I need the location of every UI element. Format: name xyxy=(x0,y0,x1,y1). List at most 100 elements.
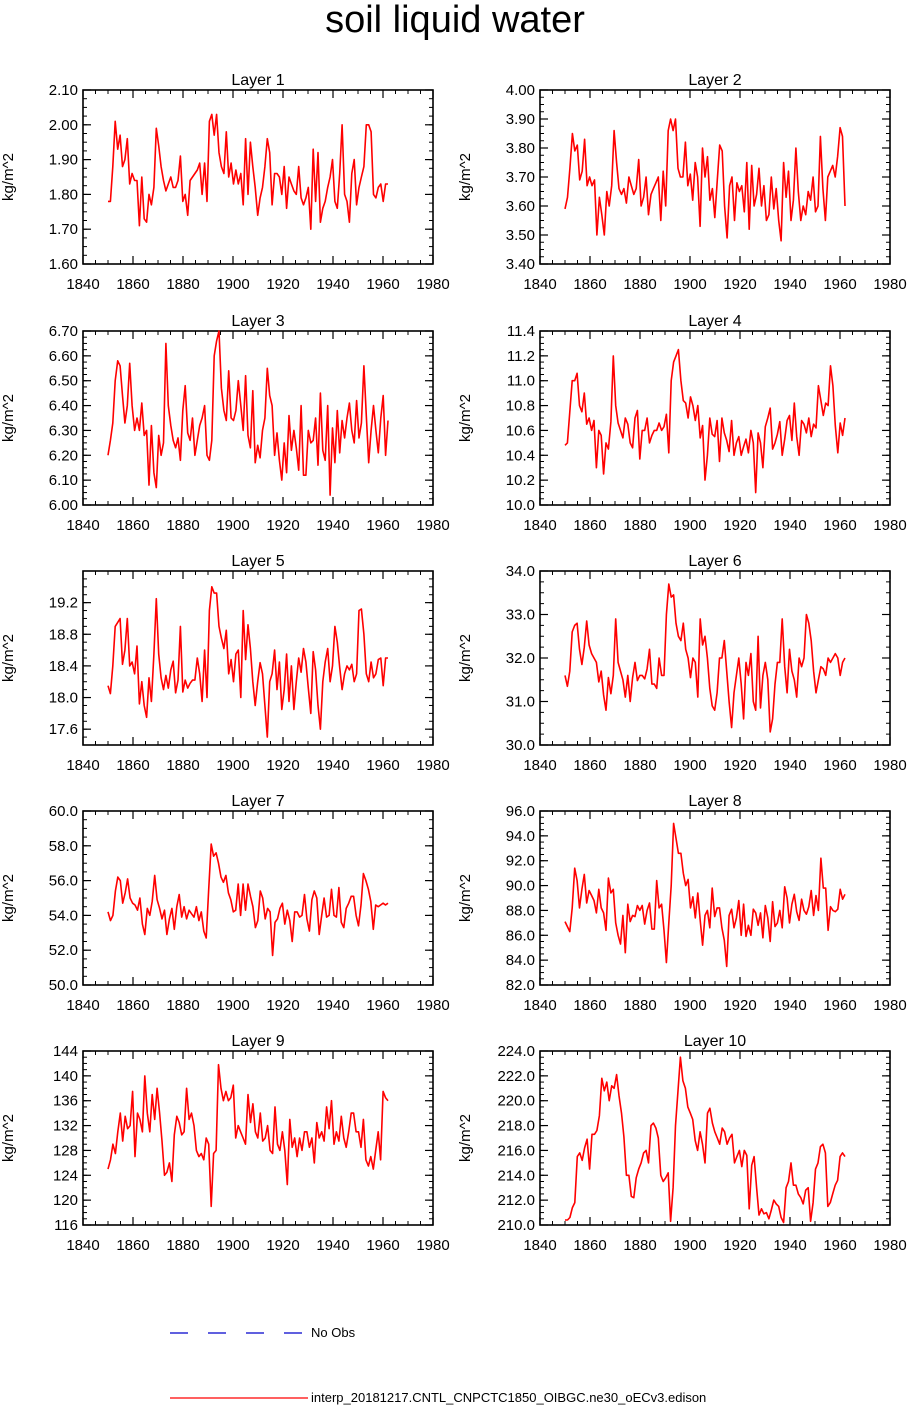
panel-title: Layer 9 xyxy=(231,1033,284,1050)
x-tick-label: 1980 xyxy=(416,757,449,774)
x-tick-label: 1860 xyxy=(116,757,149,774)
x-tick-label: 1880 xyxy=(623,1237,656,1254)
y-axis-label: kg/m^2 xyxy=(0,1114,17,1162)
y-tick-label: 216.0 xyxy=(497,1142,535,1159)
chart-panel-9: Layer 9 kg/m^2 1840 1860 1880 1900 1920 1940 196… xyxy=(0,1033,450,1254)
x-tick-label: 1940 xyxy=(773,1237,806,1254)
x-tick-label: 1960 xyxy=(823,517,856,534)
panel-title: Layer 6 xyxy=(688,553,741,570)
y-tick-label: 128 xyxy=(53,1142,78,1159)
x-tick-label: 1920 xyxy=(266,517,299,534)
y-tick-label: 10.4 xyxy=(506,447,535,464)
series-line xyxy=(564,348,846,494)
x-tick-label: 1980 xyxy=(873,517,906,534)
x-tick-label: 1840 xyxy=(523,517,556,534)
chart-panel-5: Layer 5 kg/m^2 1840 1860 1880 1900 1920 1940 196… xyxy=(0,553,450,774)
x-tick-label: 1940 xyxy=(773,757,806,774)
x-tick-label: 1940 xyxy=(316,517,349,534)
x-tick-label: 1840 xyxy=(66,757,99,774)
x-tick-label: 1860 xyxy=(116,276,149,293)
y-tick-label: 30.0 xyxy=(506,737,535,754)
y-tick-label: 11.2 xyxy=(507,348,535,365)
y-tick-label: 18.8 xyxy=(49,626,78,643)
y-tick-label: 222.0 xyxy=(497,1068,535,1085)
panel-title: Layer 8 xyxy=(688,793,741,810)
x-tick-label: 1860 xyxy=(573,276,606,293)
x-tick-label: 1980 xyxy=(416,276,449,293)
y-tick-label: 84.0 xyxy=(506,952,535,969)
x-tick-label: 1980 xyxy=(873,757,906,774)
y-tick-label: 94.0 xyxy=(506,828,535,845)
series-line xyxy=(564,118,846,242)
x-tick-label: 1920 xyxy=(723,1237,756,1254)
x-tick-label: 1900 xyxy=(216,997,249,1014)
y-tick-label: 4.00 xyxy=(506,82,535,99)
y-tick-label: 10.8 xyxy=(506,398,535,415)
y-tick-label: 1.90 xyxy=(49,152,78,169)
x-tick-label: 1960 xyxy=(366,517,399,534)
x-tick-label: 1880 xyxy=(623,517,656,534)
y-tick-label: 10.2 xyxy=(506,472,535,489)
y-axis-label: kg/m^2 xyxy=(457,153,474,201)
y-tick-label: 6.20 xyxy=(49,447,78,464)
x-tick-label: 1840 xyxy=(66,1237,99,1254)
y-tick-label: 3.90 xyxy=(506,111,535,128)
x-tick-label: 1880 xyxy=(623,757,656,774)
x-tick-label: 1880 xyxy=(166,1237,199,1254)
panel-title: Layer 1 xyxy=(231,72,284,89)
x-tick-label: 1960 xyxy=(823,757,856,774)
y-tick-label: 218.0 xyxy=(497,1118,535,1135)
y-tick-label: 212.0 xyxy=(497,1192,535,1209)
x-tick-label: 1900 xyxy=(216,517,249,534)
panel-title: Layer 2 xyxy=(688,72,741,89)
panel-title: Layer 3 xyxy=(231,313,284,330)
y-axis-label: kg/m^2 xyxy=(0,874,17,922)
y-axis-label: kg/m^2 xyxy=(457,874,474,922)
y-axis-label: kg/m^2 xyxy=(0,153,17,201)
y-tick-label: 2.00 xyxy=(49,117,78,134)
y-tick-label: 6.70 xyxy=(49,323,78,340)
series-line xyxy=(107,585,388,738)
chart-legend: No Obs interp_20181217.CNTL_CNPCTC1850_O… xyxy=(170,1325,706,1405)
x-tick-label: 1900 xyxy=(216,1237,249,1254)
x-tick-label: 1980 xyxy=(416,1237,449,1254)
y-tick-label: 58.0 xyxy=(49,838,78,855)
y-tick-label: 3.40 xyxy=(506,256,535,273)
series-line xyxy=(565,1056,846,1224)
y-tick-label: 132 xyxy=(53,1118,78,1135)
x-tick-label: 1940 xyxy=(316,997,349,1014)
x-tick-label: 1900 xyxy=(216,757,249,774)
y-tick-label: 3.80 xyxy=(506,140,535,157)
x-tick-label: 1980 xyxy=(416,997,449,1014)
y-tick-label: 10.6 xyxy=(506,422,535,439)
y-tick-label: 56.0 xyxy=(49,873,78,890)
legend-model-label: interp_20181217.CNTL_CNPCTC1850_OIBGC.ne… xyxy=(311,1390,706,1405)
y-tick-label: 3.60 xyxy=(506,198,535,215)
x-tick-label: 1860 xyxy=(573,1237,606,1254)
x-tick-label: 1860 xyxy=(116,517,149,534)
y-tick-label: 2.10 xyxy=(49,82,78,99)
x-tick-label: 1880 xyxy=(166,276,199,293)
y-axis-label: kg/m^2 xyxy=(0,394,17,442)
x-tick-label: 1920 xyxy=(266,757,299,774)
x-tick-label: 1860 xyxy=(116,997,149,1014)
series-line xyxy=(108,113,388,230)
panel-title: Layer 5 xyxy=(231,553,284,570)
y-tick-label: 6.30 xyxy=(49,422,78,439)
x-tick-label: 1940 xyxy=(773,276,806,293)
series-line xyxy=(107,330,389,496)
chart-panel-7: Layer 7 kg/m^2 1840 1860 1880 1900 1920 1940 196… xyxy=(0,793,450,1014)
plot-frame xyxy=(82,810,434,986)
x-tick-label: 1960 xyxy=(823,276,856,293)
y-tick-label: 96.0 xyxy=(506,803,535,820)
y-tick-label: 32.0 xyxy=(506,650,535,667)
x-tick-label: 1840 xyxy=(523,276,556,293)
x-tick-label: 1840 xyxy=(523,1237,556,1254)
x-tick-label: 1840 xyxy=(66,517,99,534)
y-tick-label: 6.50 xyxy=(49,373,78,390)
x-tick-label: 1920 xyxy=(266,1237,299,1254)
x-tick-label: 1860 xyxy=(573,517,606,534)
x-tick-label: 1920 xyxy=(266,997,299,1014)
y-tick-label: 17.6 xyxy=(49,721,78,738)
